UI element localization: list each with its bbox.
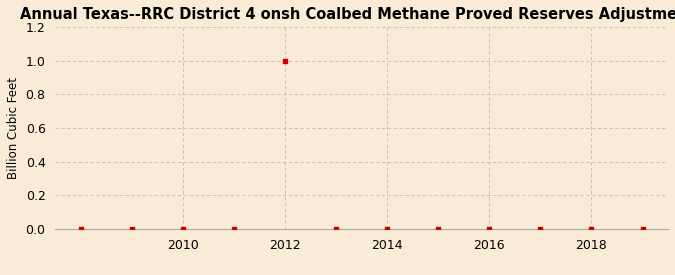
- Point: [331, 227, 342, 231]
- Point: [279, 59, 290, 63]
- Point: [229, 227, 240, 231]
- Point: [586, 227, 597, 231]
- Point: [126, 227, 137, 231]
- Point: [433, 227, 443, 231]
- Point: [382, 227, 393, 231]
- Point: [484, 227, 495, 231]
- Title: Annual Texas--RRC District 4 onsh Coalbed Methane Proved Reserves Adjustments: Annual Texas--RRC District 4 onsh Coalbe…: [20, 7, 675, 22]
- Point: [637, 227, 648, 231]
- Point: [76, 227, 86, 231]
- Point: [178, 227, 188, 231]
- Point: [535, 227, 546, 231]
- Y-axis label: Billion Cubic Feet: Billion Cubic Feet: [7, 77, 20, 179]
